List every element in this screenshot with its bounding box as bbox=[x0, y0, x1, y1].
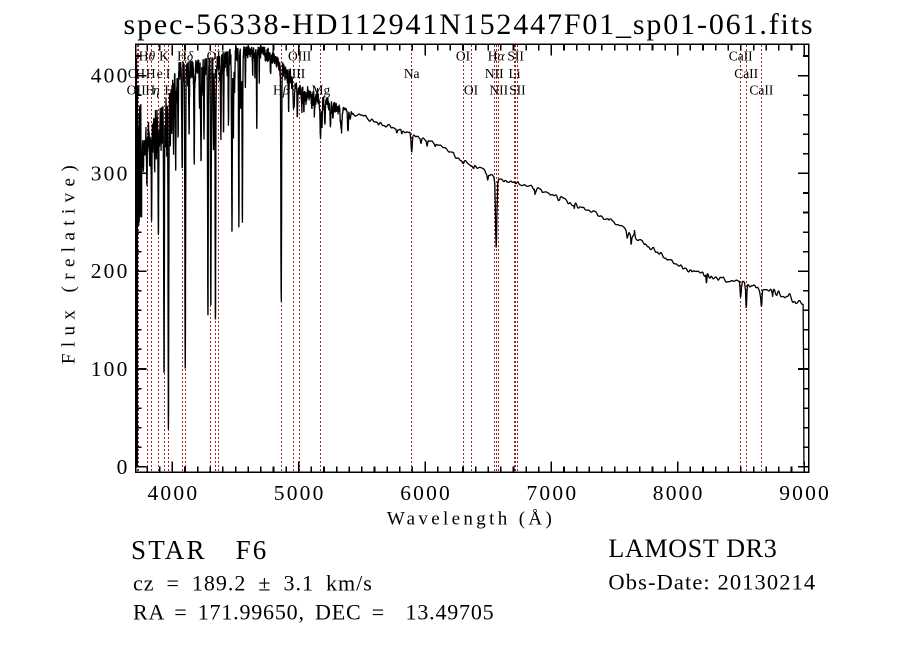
svg-text:0: 0 bbox=[117, 455, 130, 479]
svg-text:5000: 5000 bbox=[274, 481, 326, 505]
svg-text:200: 200 bbox=[91, 259, 130, 283]
svg-text:cz = 189.2 ± 3.1 km/s: cz = 189.2 ± 3.1 km/s bbox=[133, 571, 373, 596]
svg-text:SII: SII bbox=[509, 83, 526, 98]
svg-text:8000: 8000 bbox=[653, 481, 705, 505]
svg-text:I: I bbox=[137, 83, 142, 98]
svg-text:300: 300 bbox=[91, 161, 130, 185]
svg-text:OI: OI bbox=[456, 48, 471, 63]
svg-text:CaII: CaII bbox=[734, 66, 758, 81]
svg-text:H: H bbox=[146, 66, 156, 81]
svg-text:100: 100 bbox=[91, 357, 130, 381]
svg-text:6000: 6000 bbox=[400, 481, 452, 505]
svg-text:RA = 171.99650, DEC = 13.4970: RA = 171.99650, DEC = 13.49705 bbox=[133, 600, 494, 625]
svg-text:Wavelength (Å): Wavelength (Å) bbox=[387, 509, 555, 530]
svg-text:F6: F6 bbox=[236, 535, 269, 565]
svg-text:7000: 7000 bbox=[526, 481, 578, 505]
svg-text:Hβ: Hβ bbox=[273, 83, 290, 98]
svg-text:O: O bbox=[128, 66, 138, 81]
svg-text:STAR: STAR bbox=[131, 535, 207, 565]
svg-text:Na: Na bbox=[404, 66, 420, 81]
svg-text:CaII: CaII bbox=[729, 48, 753, 63]
svg-text:Flux (relative): Flux (relative) bbox=[59, 159, 80, 364]
svg-text:LAMOST DR3: LAMOST DR3 bbox=[608, 534, 777, 563]
svg-text:OIII: OIII bbox=[288, 48, 312, 63]
svg-text:9000: 9000 bbox=[779, 481, 831, 505]
svg-text:NII: NII bbox=[489, 83, 508, 98]
svg-text:Hθ: Hθ bbox=[139, 48, 156, 63]
svg-text:Obs-Date: 20130214: Obs-Date: 20130214 bbox=[608, 570, 816, 595]
svg-text:O: O bbox=[127, 83, 137, 98]
svg-text:e: e bbox=[157, 66, 163, 81]
svg-text:4000: 4000 bbox=[147, 481, 199, 505]
svg-text:H: H bbox=[145, 83, 155, 98]
svg-text:η: η bbox=[153, 83, 160, 98]
svg-text:CaII: CaII bbox=[749, 83, 773, 98]
svg-text:OI: OI bbox=[464, 83, 479, 98]
svg-text:I: I bbox=[141, 83, 146, 98]
svg-text:spec-56338-HD112941N152447F01_: spec-56338-HD112941N152447F01_sp01-061.f… bbox=[124, 8, 815, 41]
svg-text:Hα: Hα bbox=[488, 48, 506, 63]
svg-text:H: H bbox=[164, 83, 174, 98]
svg-text:NII: NII bbox=[485, 66, 504, 81]
svg-text:400: 400 bbox=[91, 64, 130, 88]
svg-text:Hδ: Hδ bbox=[177, 48, 194, 63]
svg-text:I: I bbox=[166, 66, 171, 81]
svg-text:K: K bbox=[159, 48, 169, 63]
svg-text:SII: SII bbox=[507, 48, 524, 63]
svg-text:H: H bbox=[135, 66, 145, 81]
svg-text:Li: Li bbox=[509, 66, 521, 81]
